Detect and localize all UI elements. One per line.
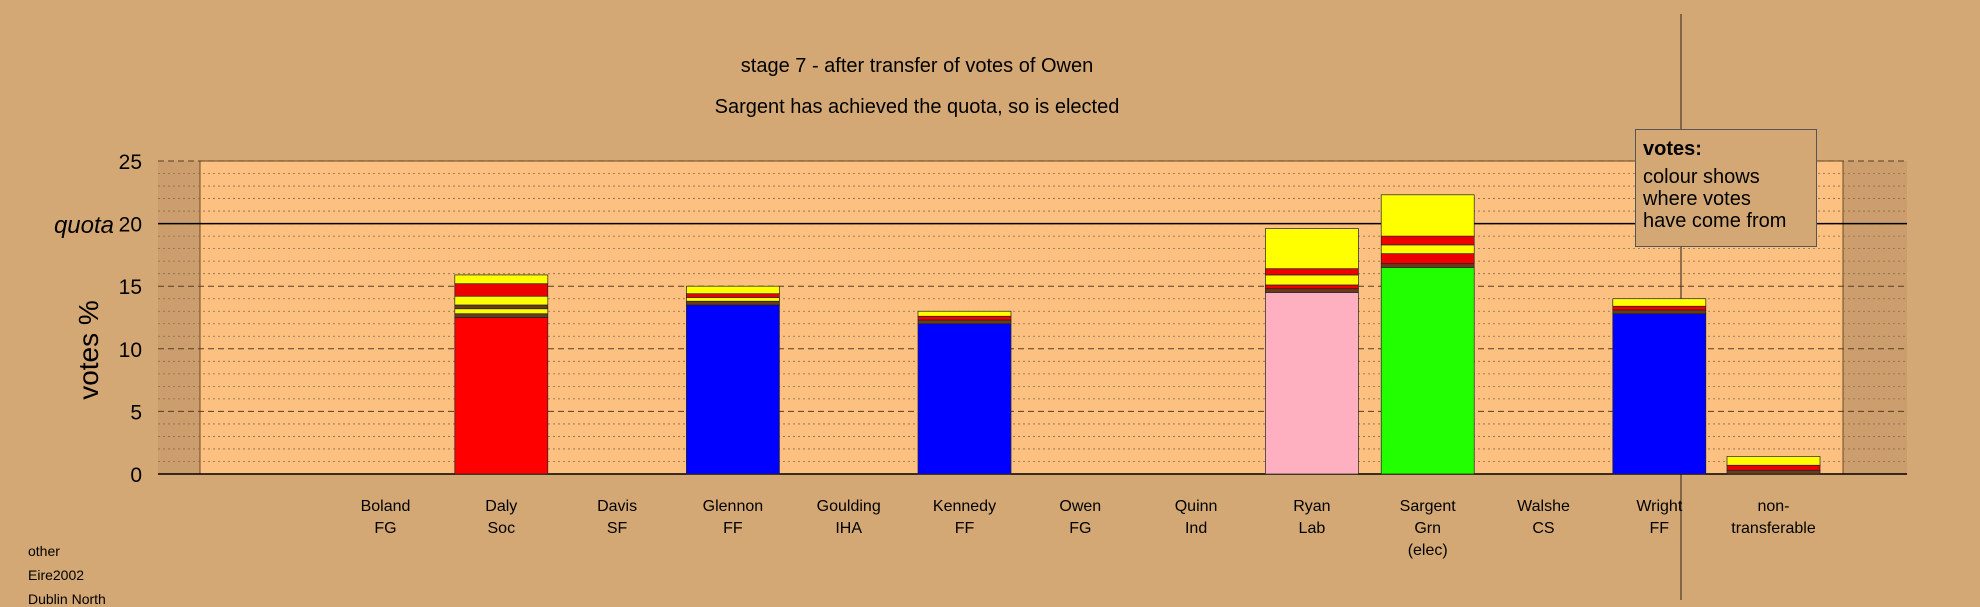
x-tick-label-party: SF: [607, 520, 628, 537]
x-tick-label-party: FF: [955, 520, 975, 537]
bar-segment: [1726, 464, 1821, 471]
bar-segment: [917, 315, 1012, 321]
bar-segment: [1726, 469, 1821, 475]
y-axis-label: votes %: [73, 300, 104, 400]
bar-segment: [454, 304, 549, 310]
bar-segment: [917, 319, 1012, 325]
x-tick-label-name: non-: [1757, 498, 1789, 515]
x-tick-label-name: Quinn: [1175, 498, 1218, 515]
x-tick-label-name: Ryan: [1293, 498, 1330, 515]
x-tick-label-party: FF: [1650, 520, 1670, 537]
bar-segment: [686, 297, 780, 302]
bar-segment: [1380, 194, 1475, 237]
bar-segment: [686, 285, 780, 295]
y-tick-label: 15: [119, 276, 142, 299]
chart-title: stage 7 - after transfer of votes of Owe…: [741, 55, 1093, 77]
plot-background: [199, 160, 1844, 475]
x-tick-label-name: Daly: [485, 498, 517, 515]
x-tick-label-party: Lab: [1299, 520, 1326, 537]
bar-segment: [1380, 235, 1475, 246]
x-tick-label-name: Boland: [361, 498, 411, 515]
bar-segment: [1380, 244, 1475, 254]
x-tick-label-party: CS: [1532, 520, 1554, 537]
bar-segment: [454, 317, 549, 475]
footer-note-constituency: Dublin North: [28, 591, 106, 607]
bar-segment: [686, 300, 780, 306]
bar-segment: [1265, 284, 1359, 290]
legend-box: votes: colour shows where votes have com…: [1635, 129, 1817, 247]
bar-segment: [1380, 263, 1475, 268]
y-tick-label: 25: [119, 151, 142, 174]
x-tick-label-note: (elec): [1408, 542, 1448, 559]
bar-segment: [1612, 313, 1707, 475]
bar-segment: [1612, 309, 1707, 315]
labels-group: 0 5 10 15 20 25 Boland FG Daly Soc Davis SF Glennon F…: [119, 151, 1816, 559]
chart-subtitle: Sargent has achieved the quota, so is el…: [715, 96, 1120, 118]
x-tick-label-party: FG: [374, 520, 396, 537]
bars-group: [454, 194, 1821, 475]
x-tick-label-name: Wright: [1636, 498, 1682, 515]
bar-segment: [454, 274, 549, 285]
legend-text: colour shows where votes have come from: [1643, 166, 1787, 232]
x-tick-label-name: Davis: [597, 498, 637, 515]
x-tick-label-party: Ind: [1185, 520, 1207, 537]
bar-segment: [1265, 228, 1359, 270]
x-tick-label-name: Kennedy: [933, 498, 996, 515]
bar-segment: [1265, 268, 1359, 276]
bar-segment: [686, 293, 780, 298]
quota-label: quota: [54, 212, 114, 239]
bar-segment: [454, 283, 549, 297]
bar-segment: [1612, 298, 1707, 307]
footer-note-category: other: [28, 543, 60, 559]
x-tick-label-name: Owen: [1059, 498, 1101, 515]
bar-segment: [1265, 292, 1359, 475]
x-tick-label-name: Goulding: [817, 498, 881, 515]
bar-segment: [1265, 288, 1359, 293]
bar-segment: [917, 310, 1012, 317]
footer-note-election: Eire2002: [28, 567, 85, 583]
x-tick-label-name: Walshe: [1517, 498, 1570, 515]
y-tick-label: 10: [119, 339, 142, 362]
x-tick-label-party: transferable: [1731, 520, 1816, 537]
bar-segment: [1265, 274, 1359, 286]
bar-segment: [1380, 267, 1475, 475]
y-tick-label: 0: [130, 464, 142, 487]
bar-segment: [454, 308, 549, 315]
y-tick-label: 20: [119, 214, 142, 237]
y-tick-label: 5: [130, 401, 142, 424]
bar-segment: [686, 304, 780, 475]
bar-segment: [917, 323, 1012, 475]
x-tick-label-party: FF: [723, 520, 743, 537]
x-tick-label-party: FG: [1069, 520, 1091, 537]
x-tick-label-name: Sargent: [1400, 498, 1457, 515]
x-tick-label-party: Grn: [1414, 520, 1441, 537]
bar-segment: [454, 295, 549, 306]
x-tick-label-party: Soc: [488, 520, 516, 537]
x-tick-label-party: IHA: [835, 520, 862, 537]
bar-segment: [1380, 253, 1475, 265]
x-tick-label-name: Glennon: [703, 498, 764, 515]
legend-title: votes:: [1643, 138, 1702, 160]
bar-segment: [1612, 305, 1707, 311]
bar-segment: [1726, 456, 1821, 466]
bar-segment: [454, 313, 549, 318]
